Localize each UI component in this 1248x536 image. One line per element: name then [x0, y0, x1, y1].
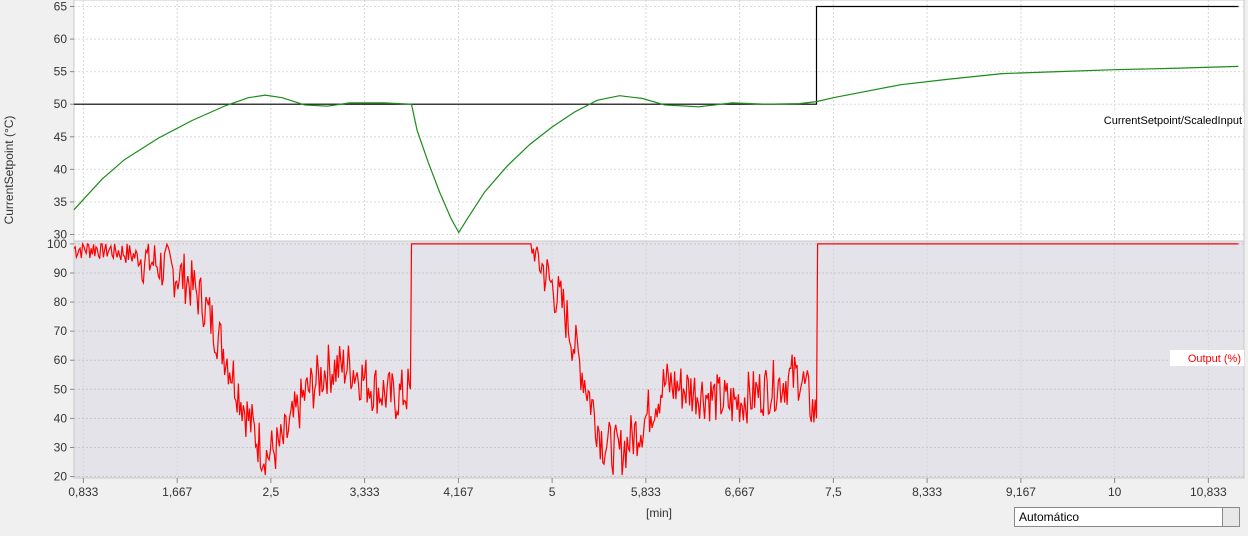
y-tick-label: 30: [54, 227, 68, 241]
x-tick-label: 6,667: [725, 485, 755, 499]
bottom-series-label: Output (%): [1188, 353, 1241, 365]
x-tick-label: 7,5: [825, 485, 842, 499]
y-tick-label: 80: [54, 295, 68, 309]
dropdown-button[interactable]: [1222, 508, 1239, 526]
series-line-1-0: [73, 241, 1239, 476]
x-tick-label: 1,667: [162, 485, 192, 499]
y-tick-label: 30: [54, 440, 68, 454]
x-tick-label: 5: [549, 485, 556, 499]
y-tick-label: 65: [54, 0, 68, 14]
y-tick-label: 50: [54, 97, 68, 111]
x-tick-label: 5,833: [631, 485, 661, 499]
bottom-series-label-box: [1170, 350, 1244, 366]
y-tick-label: 35: [54, 195, 68, 209]
y-tick-label: 50: [54, 382, 68, 396]
y-tick-label: 40: [54, 162, 68, 176]
y-tick-label: 40: [54, 411, 68, 425]
x-tick-label: 2,5: [263, 485, 280, 499]
x-tick-label: 10: [1108, 485, 1122, 499]
series-line-0-1: [73, 65, 1239, 234]
ticks-layer: 0,833 1,667 2,5 3,333 4,167 5 5,833 6,667 7,5 8,3…: [47, 0, 1227, 499]
y-axis-label: CurrentSetpoint (°C): [2, 116, 16, 225]
x-tick-label: 10,833: [1190, 485, 1227, 499]
mode-dropdown-value: Automático: [1019, 510, 1080, 524]
x-tick-label: 0,833: [68, 485, 98, 499]
x-axis-label: [min]: [646, 506, 672, 520]
top-series-label-box: [1066, 112, 1244, 128]
y-tick-label: 55: [54, 65, 68, 79]
y-tick-label: 90: [54, 266, 68, 280]
x-tick-label: 3,333: [350, 485, 380, 499]
x-tick-label: 8,333: [912, 485, 942, 499]
y-tick-label: 70: [54, 324, 68, 338]
top-plot-area: [73, 0, 1245, 242]
series-line-0-0: [74, 5, 1239, 105]
mode-dropdown[interactable]: Automático: [1014, 507, 1240, 527]
series-layer: [73, 5, 1239, 476]
y-tick-label: 20: [54, 470, 68, 484]
y-tick-label: 100: [47, 237, 67, 251]
bottom-plot-area: [73, 240, 1245, 479]
y-tick-label: 60: [54, 32, 68, 46]
x-tick-label: 4,167: [443, 485, 473, 499]
y-tick-label: 45: [54, 130, 68, 144]
y-tick-label: 60: [54, 353, 68, 367]
x-tick-label: 9,167: [1006, 485, 1036, 499]
top-series-label: CurrentSetpoint/ScaledInput: [1104, 115, 1242, 127]
